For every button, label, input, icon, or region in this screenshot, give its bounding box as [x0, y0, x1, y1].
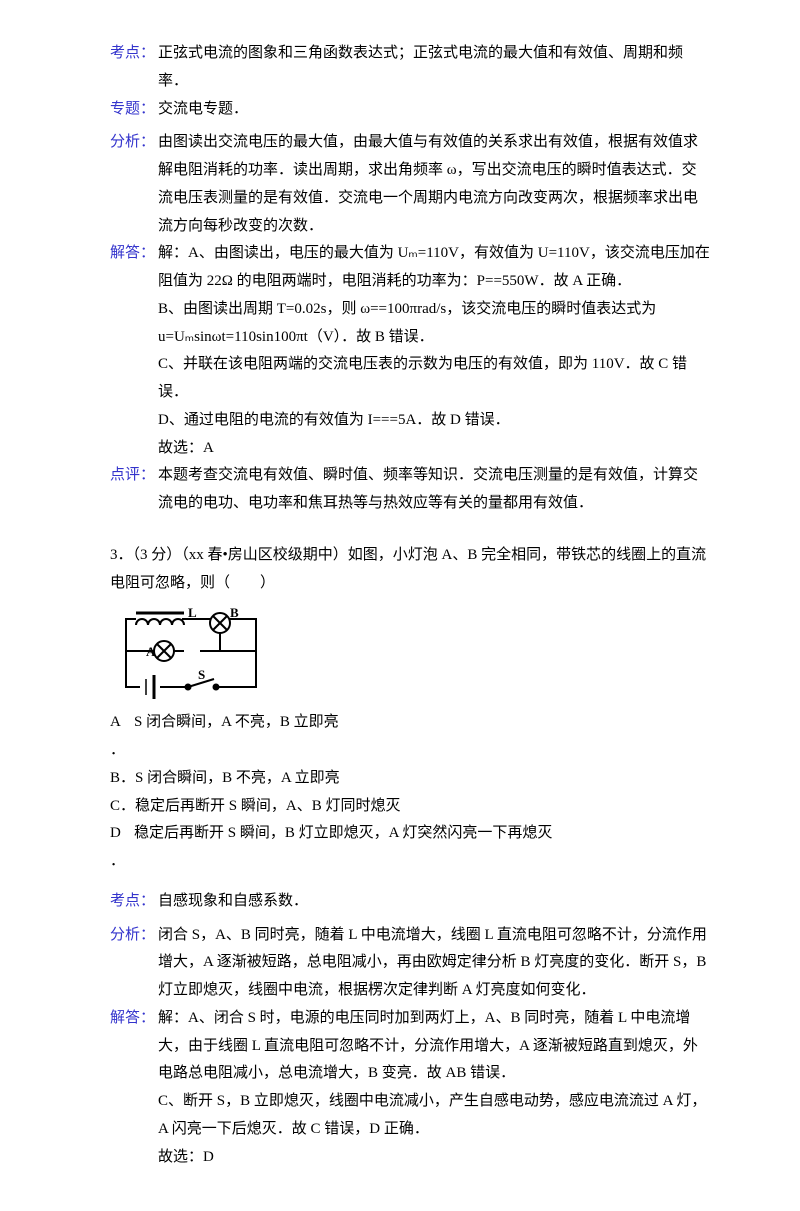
q1-block: 考点： 正弦式电流的图象和三角函数表达式；正弦式电流的最大值和有效值、周期和频率… [110, 40, 710, 518]
kaodian-label: 考点： [110, 40, 158, 68]
fenxi-label: 分析： [110, 922, 158, 950]
diagram-label-a: A [146, 644, 156, 659]
q1-zhuanti-row: 专题： 交流电专题． [110, 96, 710, 124]
fenxi-text: 闭合 S，A、B 同时亮，随着 L 中电流增大，线圈 L 直流电阻可忽略不计，分… [158, 922, 710, 1005]
zhuanti-text: 交流电专题． [158, 96, 710, 124]
dianping-text: 本题考查交流电有效值、瞬时值、频率等知识．交流电压测量的是有效值，计算交流电的电… [158, 462, 710, 518]
option-d: D． 稳定后再断开 S 瞬间，B 灯立即熄灭，A 灯突然闪亮一下再熄灭 [110, 820, 710, 876]
jieda-line: B、由图读出周期 T=0.02s，则 ω==100πrad/s，该交流电压的瞬时… [158, 296, 710, 352]
jieda-line: D、通过电阻的电流的有效值为 I===5A．故 D 错误． [158, 407, 710, 435]
dianping-label: 点评： [110, 462, 158, 490]
jieda-content: 解：A、闭合 S 时，电源的电压同时加到两灯上，A、B 同时亮，随着 L 中电流… [158, 1005, 710, 1172]
kaodian-label: 考点： [110, 888, 158, 916]
fenxi-text: 由图读出交流电压的最大值，由最大值与有效值的关系求出有效值，根据有效值求解电阻消… [158, 129, 710, 240]
jieda-line: C、断开 S，B 立即熄灭，线圈中电流减小，产生自感电动势，感应电流流过 A 灯… [158, 1088, 710, 1144]
jieda-line: 故选：D [158, 1144, 710, 1172]
jieda-line: C、并联在该电阻两端的交流电压表的示数为电压的有效值，即为 110V．故 C 错… [158, 351, 710, 407]
q1-jieda-row: 解答： 解：A、由图读出，电压的最大值为 Uₘ=110V，有效值为 U=110V… [110, 240, 710, 462]
q2-jieda-row: 解答： 解：A、闭合 S 时，电源的电压同时加到两灯上，A、B 同时亮，随着 L… [110, 1005, 710, 1172]
option-text: S 闭合瞬间，B 不亮，A 立即亮 [135, 765, 710, 793]
q1-dianping-row: 点评： 本题考查交流电有效值、瞬时值、频率等知识．交流电压测量的是有效值，计算交… [110, 462, 710, 518]
jieda-content: 解：A、由图读出，电压的最大值为 Uₘ=110V，有效值为 U=110V，该交流… [158, 240, 710, 462]
option-c: C． 稳定后再断开 S 瞬间，A、B 灯同时熄灭 [110, 793, 710, 821]
q1-fenxi-row: 分析： 由图读出交流电压的最大值，由最大值与有效值的关系求出有效值，根据有效值求… [110, 129, 710, 240]
option-a: A． S 闭合瞬间，A 不亮，B 立即亮 [110, 709, 710, 765]
q2-block: 3．（3 分）（xx 春•房山区校级期中）如图，小灯泡 A、B 完全相同，带铁芯… [110, 542, 710, 1172]
option-text: 稳定后再断开 S 瞬间，A、B 灯同时熄灭 [135, 793, 710, 821]
kaodian-text: 自感现象和自感系数． [158, 888, 710, 916]
option-text: 稳定后再断开 S 瞬间，B 灯立即熄灭，A 灯突然闪亮一下再熄灭 [134, 820, 710, 848]
diagram-label-b: B [230, 605, 239, 620]
q2-stem: 3．（3 分）（xx 春•房山区校级期中）如图，小灯泡 A、B 完全相同，带铁芯… [110, 542, 710, 598]
q1-kaodian-row: 考点： 正弦式电流的图象和三角函数表达式；正弦式电流的最大值和有效值、周期和频率… [110, 40, 710, 96]
kaodian-text: 正弦式电流的图象和三角函数表达式；正弦式电流的最大值和有效值、周期和频率． [158, 40, 710, 96]
option-b: B． S 闭合瞬间，B 不亮，A 立即亮 [110, 765, 710, 793]
q2-kaodian-row: 考点： 自感现象和自感系数． [110, 888, 710, 916]
fenxi-label: 分析： [110, 129, 158, 157]
diagram-label-s: S [198, 667, 205, 682]
option-letter: A． [110, 709, 134, 765]
option-text: S 闭合瞬间，A 不亮，B 立即亮 [134, 709, 710, 737]
jieda-line: 故选：A [158, 435, 710, 463]
jieda-label: 解答： [110, 1005, 158, 1033]
jieda-line: 解：A、由图读出，电压的最大值为 Uₘ=110V，有效值为 U=110V，该交流… [158, 240, 710, 296]
jieda-label: 解答： [110, 240, 158, 268]
jieda-line: 解：A、闭合 S 时，电源的电压同时加到两灯上，A、B 同时亮，随着 L 中电流… [158, 1005, 710, 1088]
option-letter: C． [110, 793, 135, 821]
circuit-diagram: L A B S [110, 603, 710, 703]
zhuanti-label: 专题： [110, 96, 158, 124]
q2-fenxi-row: 分析： 闭合 S，A、B 同时亮，随着 L 中电流增大，线圈 L 直流电阻可忽略… [110, 922, 710, 1005]
option-letter: B． [110, 765, 135, 793]
option-letter: D． [110, 820, 134, 876]
diagram-label-l: L [188, 605, 197, 620]
